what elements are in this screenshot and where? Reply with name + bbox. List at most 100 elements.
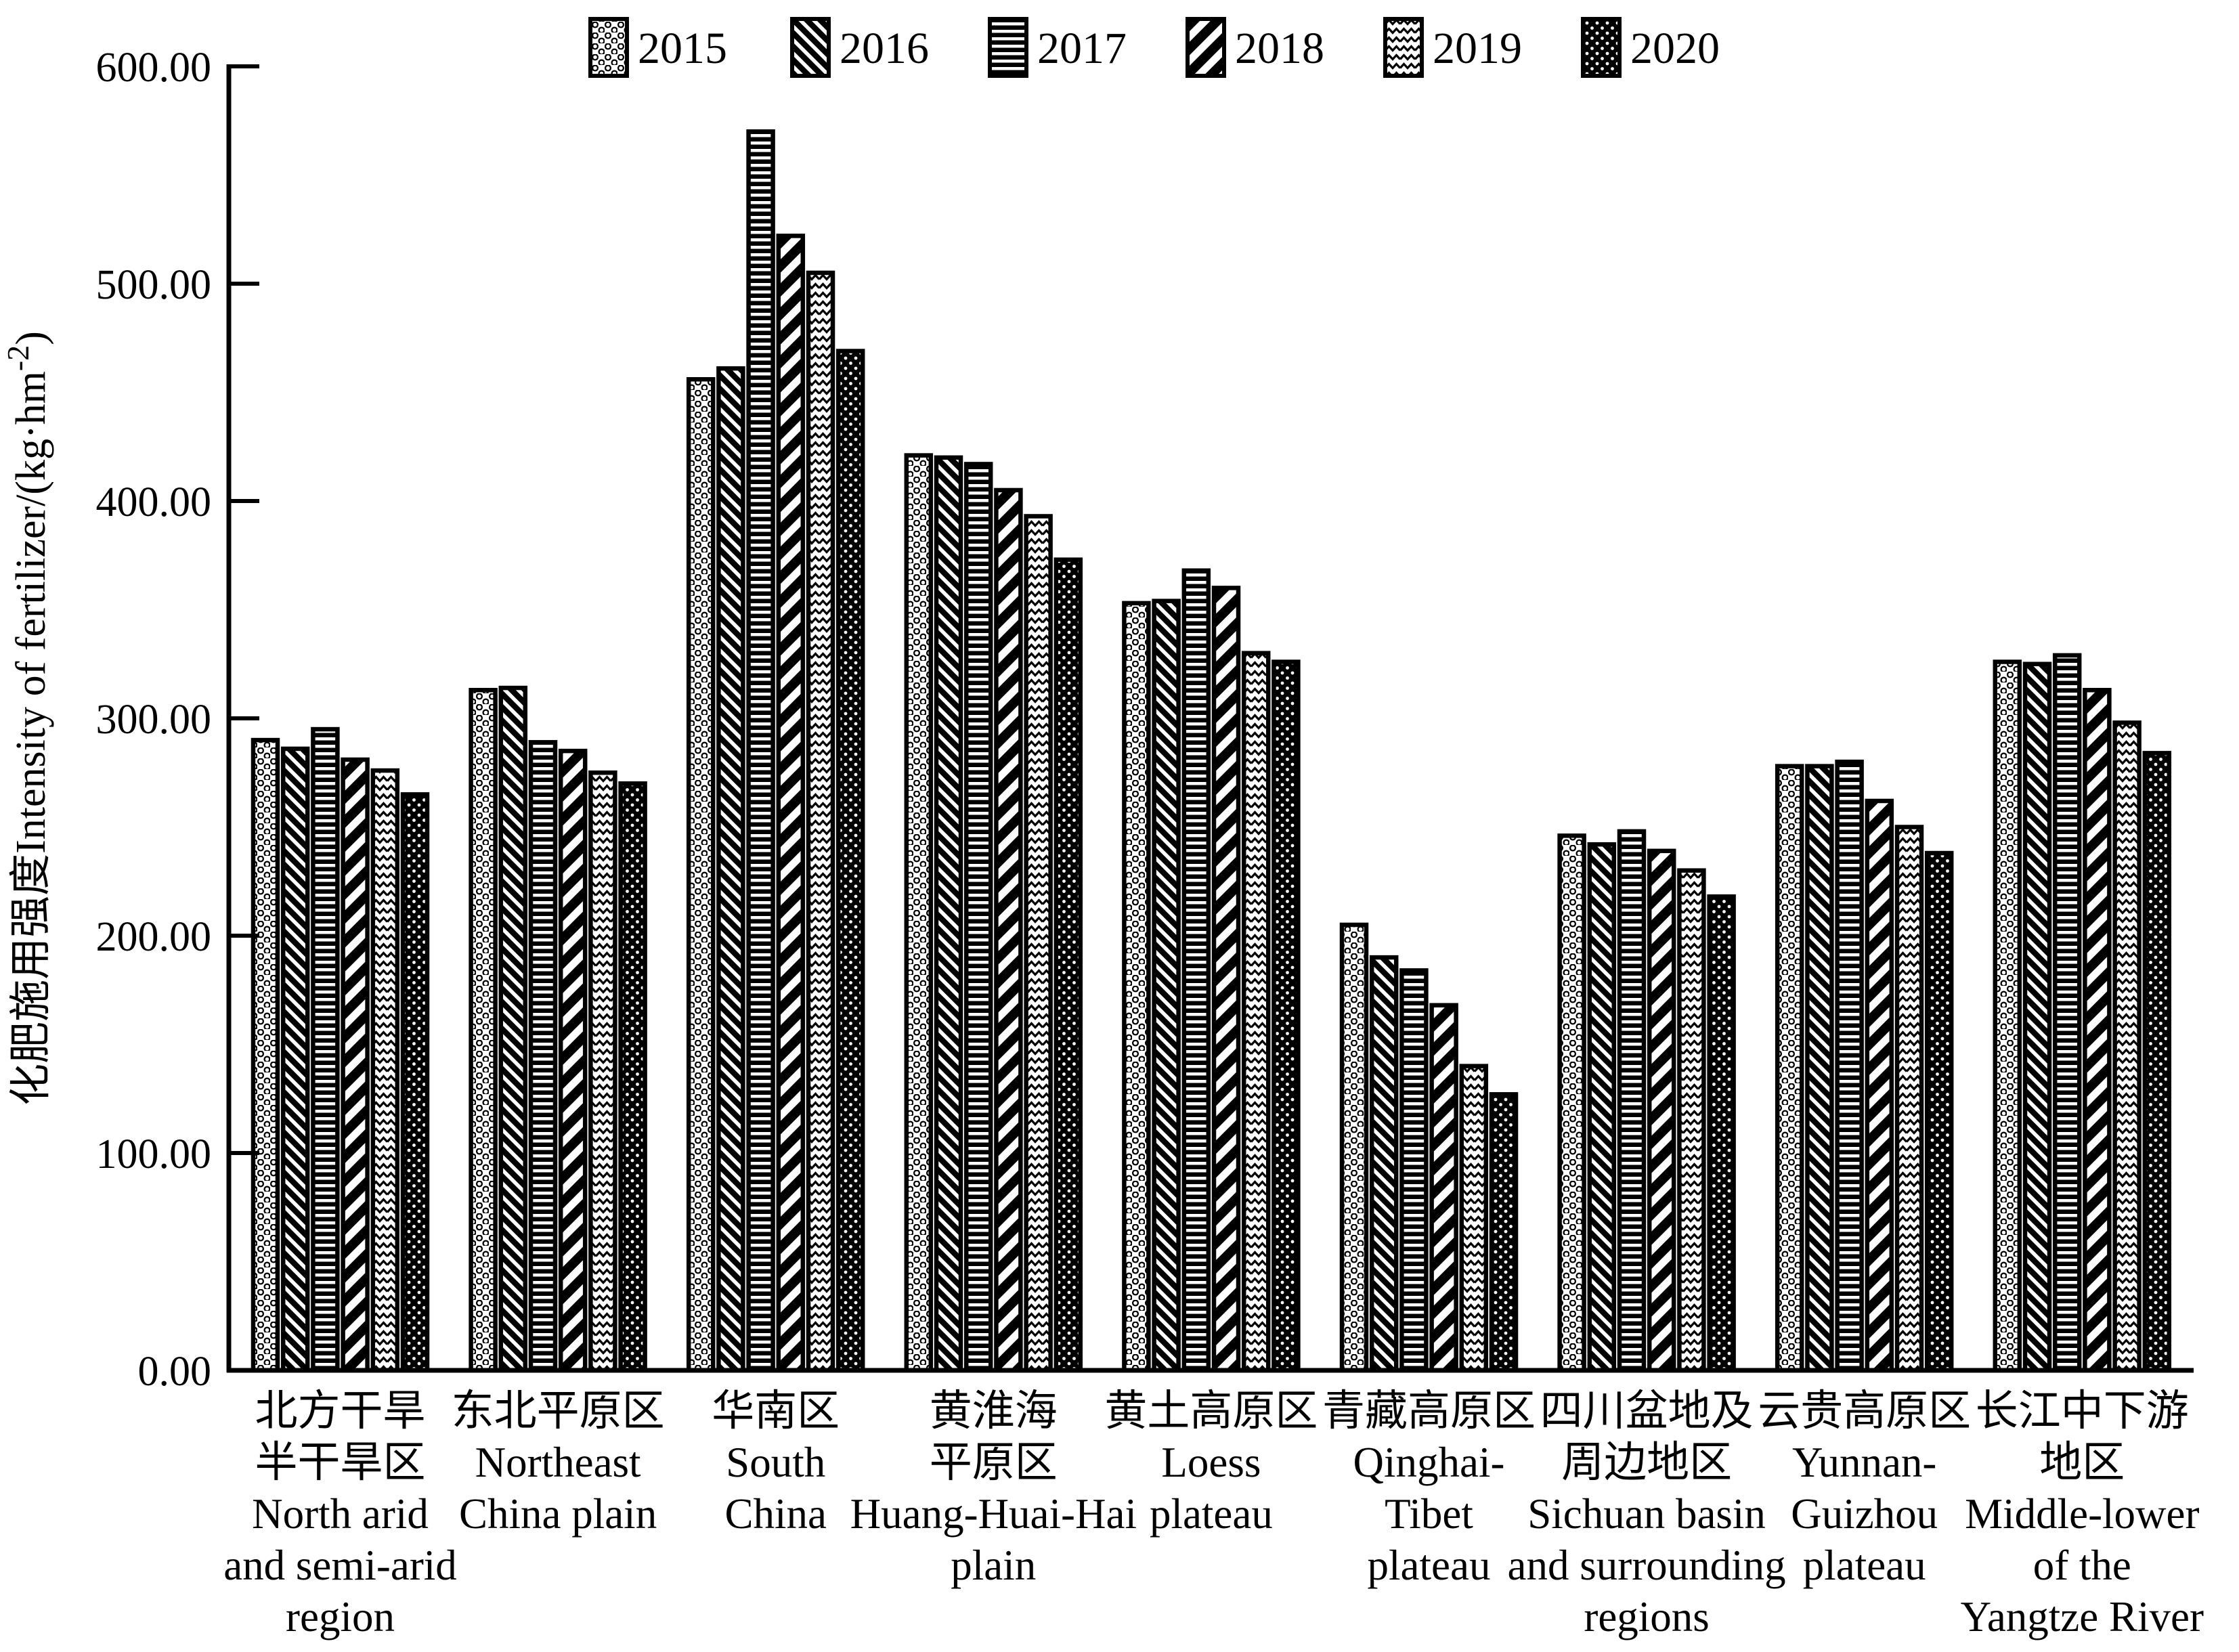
x-label-qinghai-tibet-plateau-line4: plateau (1368, 1542, 1491, 1589)
x-label-sichuan-basin-line5: regions (1584, 1593, 1709, 1640)
y-tick-label-500: 500.00 (96, 262, 212, 308)
x-label-middle-lower-yangtze-line4: of the (2033, 1542, 2131, 1589)
x-label-sichuan-basin-line1: 四川盆地及 (1540, 1387, 1754, 1435)
y-tick-label-200: 200.00 (96, 914, 212, 960)
bar-2019-middle-lower-yangtze (2112, 720, 2142, 1373)
bar-2020-qinghai-tibet-plateau (1489, 1092, 1519, 1373)
x-label-south-china-line1: 华南区 (712, 1387, 840, 1435)
bar-2018-sichuan-basin (1647, 848, 1676, 1373)
bar-2020-sichuan-basin (1707, 894, 1736, 1373)
x-label-loess-plateau-line1: 黄土高原区 (1104, 1387, 1318, 1435)
legend-label-2015: 2015 (638, 24, 727, 73)
legend-swatch-2016 (790, 17, 831, 78)
legend-swatch-2017 (988, 17, 1028, 78)
legend-label-2018: 2018 (1235, 24, 1324, 73)
x-label-yunnan-guizhou-plateau-line1: 云贵高原区 (1758, 1387, 1971, 1435)
bar-2017-sichuan-basin (1617, 829, 1647, 1373)
bar-2016-loess-plateau (1152, 599, 1181, 1373)
x-label-yunnan-guizhou-plateau-line4: plateau (1803, 1542, 1926, 1589)
x-label-huang-huai-hai-plain-line2: 平原区 (930, 1439, 1058, 1486)
bar-2020-northeast-china-plain (618, 781, 647, 1373)
bar-2020-middle-lower-yangtze (2142, 751, 2172, 1373)
bar-2017-middle-lower-yangtze (2052, 653, 2082, 1373)
bar-2019-huang-huai-hai-plain (1024, 514, 1053, 1373)
bar-2016-northeast-china-plain (498, 685, 528, 1373)
legend-label-2019: 2019 (1433, 24, 1522, 73)
bar-2020-south-china (835, 349, 865, 1373)
x-label-huang-huai-hai-plain-line1: 黄淮海 (930, 1387, 1058, 1435)
bar-2019-south-china (806, 270, 835, 1373)
bar-2016-north-arid-semi-arid (280, 746, 310, 1373)
bar-2017-northeast-china-plain (528, 740, 558, 1373)
x-label-south-china-line3: China (724, 1490, 827, 1538)
x-label-huang-huai-hai-plain-line3: Huang-Huai-Hai (850, 1490, 1137, 1538)
bar-2017-north-arid-semi-arid (311, 726, 340, 1373)
legend-label-2017: 2017 (1037, 24, 1127, 73)
bar-2015-north-arid-semi-arid (251, 737, 280, 1373)
y-tick-label-400: 400.00 (96, 479, 212, 525)
x-label-northeast-china-plain-line3: China plain (459, 1490, 657, 1538)
y-axis-label-group: 化肥施用强度Intensity of fertilizer/(kg·hm-2) (1, 331, 54, 1106)
legend-swatch-2020 (1581, 17, 1622, 78)
x-label-qinghai-tibet-plateau-line3: Tibet (1385, 1490, 1473, 1538)
bar-2017-qinghai-tibet-plateau (1399, 968, 1429, 1373)
legend: 2015 2016 2017 2018 2019 2020 (588, 17, 1720, 78)
bar-2016-middle-lower-yangtze (2022, 661, 2052, 1373)
bar-2016-qinghai-tibet-plateau (1369, 955, 1399, 1373)
legend-swatch-2015 (588, 17, 629, 78)
x-label-sichuan-basin-line3: Sichuan basin (1527, 1490, 1766, 1538)
bar-2019-qinghai-tibet-plateau (1459, 1064, 1489, 1373)
bar-2015-sichuan-basin (1557, 833, 1586, 1373)
x-label-loess-plateau-line3: plateau (1150, 1490, 1273, 1538)
bar-2015-middle-lower-yangtze (1993, 659, 2022, 1373)
bar-2019-north-arid-semi-arid (370, 768, 400, 1373)
bar-2016-south-china (716, 366, 745, 1373)
bar-2019-northeast-china-plain (588, 770, 617, 1373)
x-label-middle-lower-yangtze-line5: Yangtze River (1961, 1593, 2204, 1640)
bar-2020-huang-huai-hai-plain (1053, 557, 1083, 1373)
bar-2017-huang-huai-hai-plain (963, 462, 993, 1373)
x-label-middle-lower-yangtze-line2: 地区 (2039, 1439, 2125, 1486)
bar-2016-yunnan-guizhou-plateau (1805, 764, 1834, 1373)
x-label-huang-huai-hai-plain-line4: plain (951, 1542, 1036, 1589)
bar-2015-yunnan-guizhou-plateau (1775, 764, 1804, 1373)
bar-2019-sichuan-basin (1677, 868, 1706, 1373)
bar-2016-huang-huai-hai-plain (934, 455, 963, 1373)
x-label-yunnan-guizhou-plateau-line2: Yunnan- (1792, 1439, 1936, 1486)
y-axis-ticks: 0.00 100.00 200.00 300.00 400.00 500.00 600.00 (96, 45, 259, 1395)
bar-2018-loess-plateau (1211, 586, 1241, 1373)
x-label-north-arid-semi-arid-line1: 北方干旱 (255, 1387, 426, 1435)
y-axis-label: 化肥施用强度Intensity of fertilizer/(kg·hm-2) (1, 331, 54, 1106)
x-label-qinghai-tibet-plateau-line2: Qinghai- (1353, 1439, 1505, 1486)
x-label-south-china-line2: South (726, 1439, 825, 1486)
x-label-north-arid-semi-arid-line3: North arid (252, 1490, 429, 1538)
legend-label-2020: 2020 (1630, 24, 1720, 73)
bar-2015-south-china (686, 376, 716, 1373)
bar-2020-north-arid-semi-arid (400, 792, 430, 1373)
x-label-yunnan-guizhou-plateau-line3: Guizhou (1791, 1490, 1938, 1538)
x-label-middle-lower-yangtze-line1: 长江中下游 (1976, 1387, 2189, 1435)
bar-2017-south-china (746, 129, 775, 1373)
y-tick-label-600: 600.00 (96, 45, 212, 91)
x-label-sichuan-basin-line4: and surrounding (1507, 1542, 1785, 1589)
bar-2018-northeast-china-plain (558, 748, 588, 1373)
bar-2015-qinghai-tibet-plateau (1339, 922, 1369, 1373)
y-tick-label-300: 300.00 (96, 697, 212, 743)
bar-2018-yunnan-guizhou-plateau (1865, 798, 1894, 1373)
bar-2018-huang-huai-hai-plain (994, 487, 1023, 1373)
x-label-loess-plateau-line2: Loess (1161, 1439, 1261, 1486)
bar-2017-loess-plateau (1181, 568, 1211, 1373)
axes (226, 64, 2194, 1373)
bar-2020-loess-plateau (1271, 659, 1301, 1373)
x-label-qinghai-tibet-plateau-line1: 青藏高原区 (1322, 1387, 1536, 1435)
bar-2015-huang-huai-hai-plain (904, 453, 934, 1373)
bar-2019-yunnan-guizhou-plateau (1894, 825, 1924, 1373)
x-label-north-arid-semi-arid-line2: 半干旱区 (255, 1439, 426, 1486)
bar-2018-north-arid-semi-arid (341, 757, 370, 1373)
x-label-sichuan-basin-line2: 周边地区 (1561, 1439, 1732, 1486)
x-label-northeast-china-plain-line2: Northeast (475, 1439, 641, 1486)
bar-2015-northeast-china-plain (469, 688, 498, 1373)
